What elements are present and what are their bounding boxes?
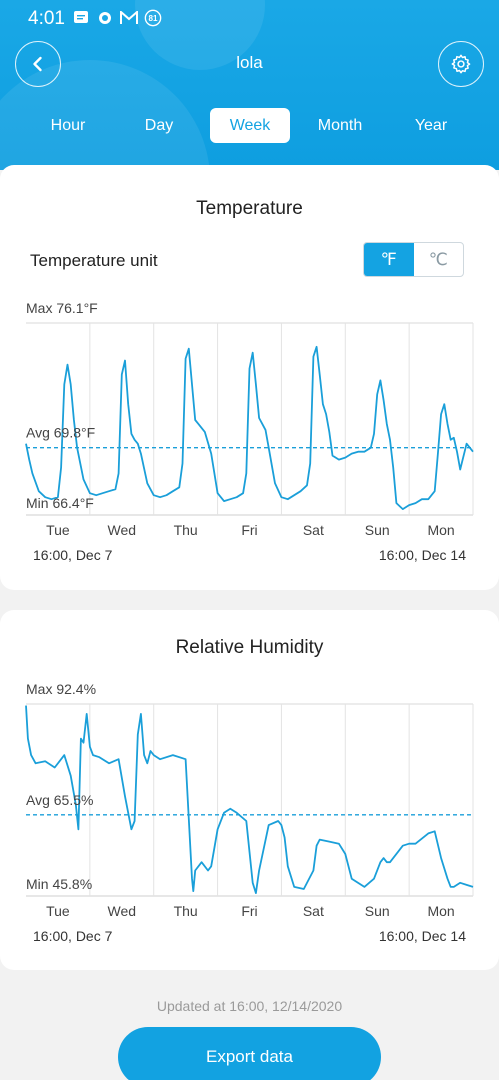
humidity-end-label: 16:00, Dec 14 bbox=[378, 928, 466, 944]
updated-timestamp: Updated at 16:00, 12/14/2020 bbox=[156, 998, 343, 1014]
app-header: 4:01 81 lola Hour Day Week Month bbox=[0, 0, 499, 170]
sync-icon bbox=[96, 9, 114, 27]
series-line-0 bbox=[25, 345, 474, 511]
humidity-card: Relative Humidity Max 92.4% Avg 65.5% Min … bbox=[0, 610, 499, 970]
x-tick-label: Fri bbox=[241, 903, 257, 919]
settings-button[interactable] bbox=[438, 41, 484, 87]
range-tabs: Hour Day Week Month Year bbox=[0, 100, 499, 152]
x-tick-label: Mon bbox=[427, 903, 454, 919]
x-tick-label: Wed bbox=[108, 522, 137, 538]
chevron-left-icon bbox=[33, 56, 42, 72]
x-tick-label: Sat bbox=[303, 903, 324, 919]
tab-year[interactable]: Year bbox=[414, 117, 448, 134]
unit-celsius-button[interactable]: ℃ bbox=[428, 250, 448, 269]
humidity-start-label: 16:00, Dec 7 bbox=[33, 928, 113, 944]
x-tick-label: Sat bbox=[303, 522, 324, 538]
back-button[interactable] bbox=[15, 41, 61, 87]
status-time: 4:01 bbox=[28, 8, 65, 29]
tab-day[interactable]: Day bbox=[144, 117, 174, 134]
tab-week[interactable]: Week bbox=[210, 108, 290, 143]
min-label: Min 66.4°F bbox=[26, 495, 94, 511]
max-label: Max 76.1°F bbox=[26, 300, 98, 316]
status-bar: 4:01 81 bbox=[0, 0, 499, 38]
tab-month[interactable]: Month bbox=[317, 117, 363, 134]
x-tick-label: Thu bbox=[174, 522, 198, 538]
x-tick-label: Sun bbox=[365, 903, 390, 919]
temperature-unit-toggle: ℉ ℃ bbox=[363, 242, 464, 277]
x-tick-label: Sun bbox=[365, 522, 390, 538]
temperature-chart: Max 76.1°F Avg 69.8°F Min 66.4°F Tue Wed Thu F… bbox=[25, 300, 474, 538]
x-tick-label: Thu bbox=[174, 903, 198, 919]
status-icons: 81 bbox=[72, 9, 162, 27]
temperature-title: Temperature bbox=[196, 198, 303, 219]
message-icon bbox=[72, 9, 90, 27]
page-title: lola bbox=[236, 53, 263, 72]
tab-hour[interactable]: Hour bbox=[50, 117, 86, 134]
x-tick-label: Mon bbox=[427, 522, 454, 538]
max-label: Max 92.4% bbox=[26, 681, 96, 697]
temperature-unit-label: Temperature unit bbox=[30, 251, 158, 270]
avg-label: Avg 65.5% bbox=[26, 792, 93, 808]
x-tick-label: Wed bbox=[108, 903, 137, 919]
gear-icon bbox=[451, 54, 471, 74]
temperature-card: Temperature Temperature unit ℉ ℃ Max 76.… bbox=[0, 165, 499, 590]
temperature-start-label: 16:00, Dec 7 bbox=[33, 547, 113, 563]
series-line-0 bbox=[25, 705, 474, 895]
avg-label: Avg 69.8°F bbox=[26, 425, 95, 441]
battery-icon: 81 bbox=[144, 9, 162, 27]
humidity-chart: Max 92.4% Avg 65.5% Min 45.8% Tue Wed Thu Fri S… bbox=[25, 681, 474, 919]
x-tick-label: Tue bbox=[46, 903, 70, 919]
x-tick-label: Tue bbox=[46, 522, 70, 538]
x-tick-label: Fri bbox=[241, 522, 257, 538]
battery-level: 81 bbox=[149, 14, 158, 23]
min-label: Min 45.8% bbox=[26, 876, 92, 892]
unit-fahrenheit-button[interactable]: ℉ bbox=[364, 243, 414, 276]
humidity-title: Relative Humidity bbox=[175, 637, 324, 658]
mail-icon bbox=[120, 9, 138, 27]
temperature-end-label: 16:00, Dec 14 bbox=[378, 547, 466, 563]
export-data-button[interactable]: Export data bbox=[118, 1027, 381, 1080]
